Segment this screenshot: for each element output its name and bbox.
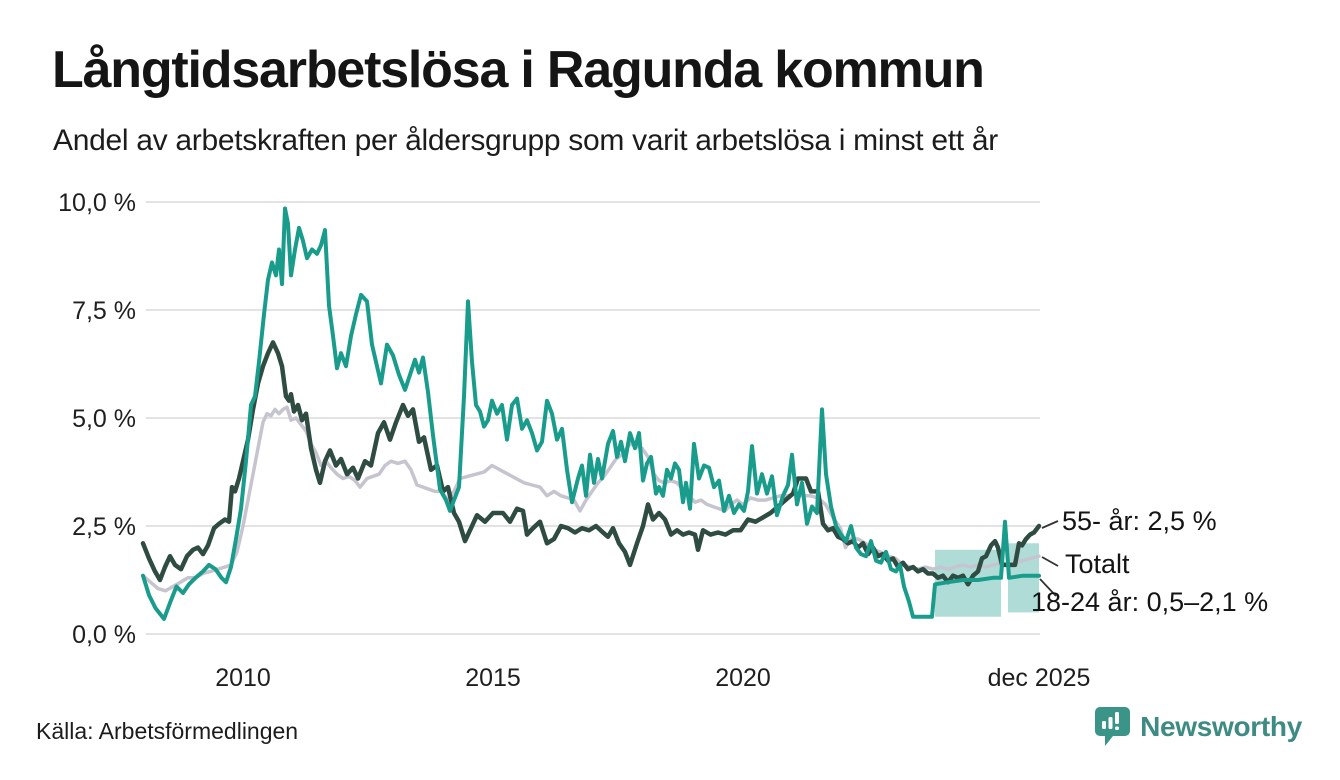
y-tick-label: 0,0 %: [72, 621, 136, 649]
x-tick-label: 2010: [215, 664, 271, 692]
newsworthy-wordmark: Newsworthy: [1140, 711, 1302, 742]
chart-subtitle: Andel av arbetskraften per åldersgrupp s…: [53, 124, 998, 157]
annotation-connector: [1039, 578, 1057, 597]
x-tick-label: dec 2025: [988, 664, 1091, 692]
series-line-18-24-r: [141, 206, 1041, 621]
annotation-connector: [1041, 556, 1059, 567]
annotation-55-ar: 55- år: 2,5 %: [1062, 506, 1217, 536]
y-tick-label: 2,5 %: [72, 513, 136, 541]
x-tick-label: 2015: [465, 664, 521, 692]
y-tick-label: 5,0 %: [72, 405, 136, 433]
x-tick-label: 2020: [715, 664, 771, 692]
newsworthy-logo[interactable]: Newsworthy: [1094, 706, 1302, 748]
annotation-connector: [1041, 520, 1059, 529]
y-tick-label: 10,0 %: [58, 189, 136, 217]
chart-title: Långtidsarbetslösa i Ragunda kommun: [52, 41, 985, 99]
annotation-18-24-ar: 18-24 år: 0,5–2,1 %: [1031, 587, 1269, 617]
newsworthy-icon: [1095, 707, 1131, 746]
annotation-totalt: Totalt: [1065, 549, 1130, 579]
source-note: Källa: Arbetsförmedlingen: [36, 718, 299, 744]
y-tick-label: 7,5 %: [72, 297, 136, 325]
series-line-55-r: [140, 340, 1042, 587]
